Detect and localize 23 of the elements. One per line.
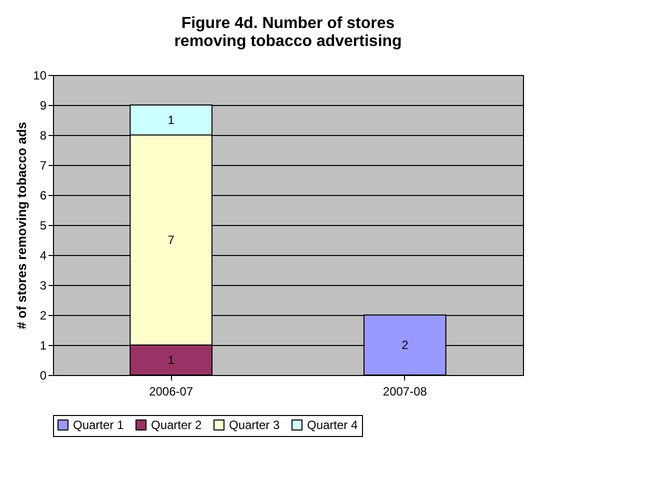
legend-label: Quarter 4 [307,418,358,432]
y-tick-label: 9 [40,98,47,112]
x-tick-label: 2007-08 [382,384,428,398]
y-tick-label: 7 [40,158,47,172]
y-axis-title: # of stores removing tobacco ads [14,122,30,330]
x-tick-label: 2006-07 [149,384,194,398]
y-tick-label: 3 [40,278,47,292]
y-tick-label: 1 [40,338,47,352]
y-tick-label: 0 [40,368,47,382]
data-label: 7 [168,233,175,247]
y-tick-label: 2 [40,308,47,322]
chart-title: Figure 4d. Number of stores removing tobacco advertising [174,15,402,50]
legend-label: Quarter 1 [73,418,124,432]
y-tick-label: 4 [40,248,47,262]
data-label: 1 [168,353,175,367]
y-tick-label: 8 [40,128,47,142]
y-tick-label: 6 [40,188,47,202]
data-label: 2 [402,338,409,352]
legend-label: Quarter 2 [151,418,202,432]
y-tick-label: 10 [33,68,47,82]
legend-label: Quarter 3 [229,418,280,432]
data-label: 1 [168,113,175,127]
y-tick-label: 5 [40,218,47,232]
